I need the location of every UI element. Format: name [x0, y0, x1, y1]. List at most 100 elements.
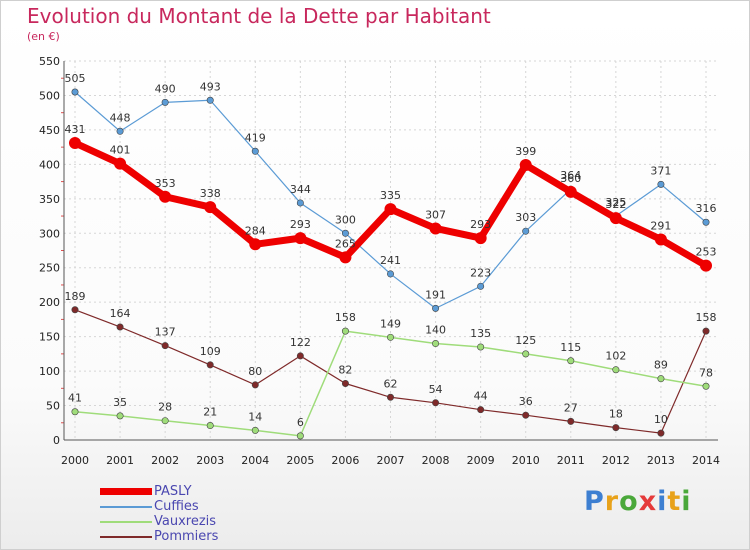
data-label-vauxrezis: 6	[297, 416, 304, 429]
brand-letter: P	[584, 486, 605, 517]
legend-swatch-pasly	[100, 488, 152, 495]
data-label-vauxrezis: 41	[68, 392, 82, 405]
y-tick-label: 300	[39, 227, 60, 240]
x-tick-label: 2010	[512, 454, 540, 467]
point-pommiers	[657, 429, 665, 437]
y-tick-label: 200	[39, 296, 60, 309]
data-label-pasly: 291	[650, 219, 671, 232]
point-pasly	[429, 222, 442, 235]
x-tick-label: 2013	[647, 454, 675, 467]
y-tick-label: 400	[39, 158, 60, 171]
x-tick-label: 2008	[422, 454, 450, 467]
x-tick-label: 2003	[196, 454, 224, 467]
point-pasly	[69, 137, 81, 150]
y-tick-label: 0	[53, 434, 60, 447]
line-chart: 0 50 100 150 200 250 300 350 400 450 500 550 2000 200…	[39, 55, 720, 467]
point-cuffies	[386, 270, 394, 278]
x-tick-label: 2009	[467, 454, 495, 467]
point-vauxrezis	[477, 343, 485, 351]
point-cuffies	[296, 199, 304, 207]
data-label-pasly: 322	[605, 198, 626, 211]
brand-letter: i	[657, 486, 668, 517]
point-cuffies	[657, 180, 665, 188]
data-label-cuffies: 191	[425, 288, 446, 301]
point-cuffies	[702, 218, 710, 226]
point-cuffies	[251, 147, 259, 155]
brand-letter: i	[681, 486, 692, 517]
point-vauxrezis	[702, 382, 710, 390]
data-label-cuffies: 490	[155, 82, 176, 95]
point-pasly	[249, 238, 262, 251]
data-labels: 189 164 137 109 80 122 82 62 54 44 36 27 18 10 158 41 35…	[65, 72, 717, 429]
data-label-pasly: 353	[155, 177, 176, 190]
data-label-vauxrezis: 149	[380, 317, 401, 330]
point-vauxrezis	[657, 375, 665, 383]
data-label-pasly: 401	[110, 144, 131, 157]
data-label-vauxrezis: 125	[515, 334, 536, 347]
data-label-pommiers: 137	[155, 326, 176, 339]
point-pommiers	[702, 327, 710, 335]
data-label-pasly: 293	[290, 218, 311, 231]
data-label-pommiers: 122	[290, 336, 311, 349]
data-label-pasly: 399	[515, 145, 536, 158]
y-tick-label: 150	[39, 331, 60, 344]
point-pommiers	[71, 306, 79, 314]
point-cuffies	[71, 88, 79, 96]
data-label-cuffies: 505	[65, 72, 86, 85]
point-vauxrezis	[432, 340, 440, 348]
x-tick-label: 2001	[106, 454, 134, 467]
y-tick-label: 350	[39, 193, 60, 206]
data-label-cuffies: 493	[200, 80, 221, 93]
y-tick-label: 550	[39, 55, 60, 68]
data-label-vauxrezis: 135	[470, 327, 491, 340]
legend-label-vauxrezis: Vauxrezis	[154, 514, 217, 529]
point-vauxrezis	[341, 327, 349, 335]
x-tick-label: 2002	[151, 454, 179, 467]
point-pasly	[114, 157, 127, 170]
point-cuffies	[206, 96, 214, 104]
data-label-pasly: 307	[425, 208, 446, 221]
data-label-pommiers: 80	[248, 365, 262, 378]
brand-letter: o	[619, 486, 639, 517]
point-vauxrezis	[522, 350, 530, 358]
brand-letter: r	[604, 486, 620, 517]
legend-swatch-vauxrezis	[100, 521, 152, 523]
data-label-vauxrezis: 35	[113, 396, 127, 409]
x-tick-label: 2006	[331, 454, 359, 467]
data-label-pasly: 293	[470, 218, 491, 231]
point-cuffies	[116, 127, 124, 135]
point-vauxrezis	[567, 357, 575, 365]
point-vauxrezis	[71, 408, 79, 416]
point-pasly	[564, 185, 577, 198]
data-label-cuffies: 448	[110, 111, 131, 124]
point-vauxrezis	[296, 432, 304, 440]
data-label-vauxrezis: 140	[425, 324, 446, 337]
point-vauxrezis	[612, 366, 620, 374]
data-label-pommiers: 158	[696, 311, 717, 324]
x-tick-label: 2014	[692, 454, 720, 467]
point-pasly	[654, 233, 667, 246]
point-vauxrezis	[116, 412, 124, 420]
data-label-pasly: 338	[200, 187, 221, 200]
point-pommiers	[522, 411, 530, 419]
point-pommiers	[206, 361, 214, 369]
point-pommiers	[432, 399, 440, 407]
x-tick-label: 2004	[241, 454, 269, 467]
legend-label-pommiers: Pommiers	[154, 529, 219, 544]
data-label-pasly: 284	[245, 224, 266, 237]
point-vauxrezis	[386, 333, 394, 341]
point-pommiers	[296, 352, 304, 360]
data-label-vauxrezis: 158	[335, 311, 356, 324]
point-pasly	[294, 232, 307, 245]
legend-label-pasly: PASLY	[154, 484, 192, 499]
data-label-pasly: 265	[335, 237, 356, 250]
point-pommiers	[567, 417, 575, 425]
y-tick-label: 100	[39, 365, 60, 378]
data-label-pommiers: 164	[110, 307, 131, 320]
x-tick-label: 2007	[377, 454, 405, 467]
data-label-vauxrezis: 102	[605, 350, 626, 363]
data-label-vauxrezis: 14	[248, 410, 262, 423]
chart-title: Evolution du Montant de la Dette par Hab…	[27, 4, 491, 28]
data-label-pommiers: 27	[564, 401, 578, 414]
point-pasly	[609, 212, 622, 225]
